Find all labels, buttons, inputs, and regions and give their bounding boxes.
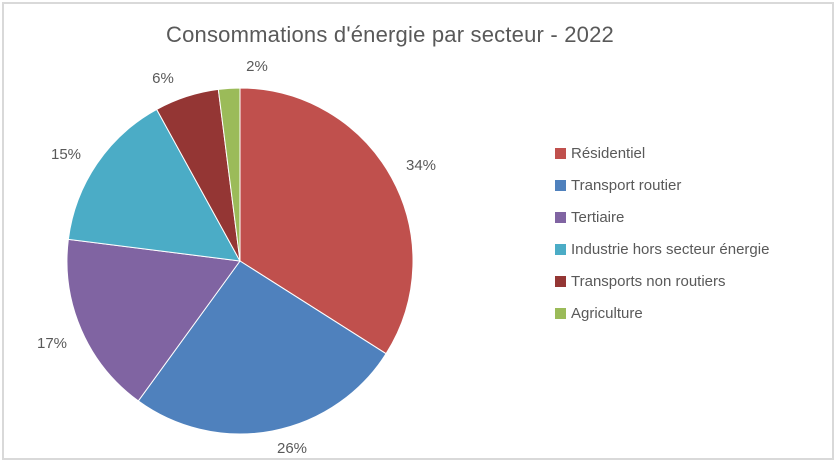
pie-slice-0[interactable] xyxy=(239,87,414,355)
legend-label-agriculture: Agriculture xyxy=(571,305,643,322)
legend-swatch-industrie xyxy=(555,244,566,255)
legend-item-transports-non-routiers[interactable]: Transports non routiers xyxy=(555,273,769,290)
slice-data-label-5: 2% xyxy=(246,58,268,75)
legend-item-residentiel[interactable]: Résidentiel xyxy=(555,145,769,162)
slice-data-label-3: 15% xyxy=(51,146,81,163)
legend-swatch-transports-non-routiers xyxy=(555,276,566,287)
legend-label-residentiel: Résidentiel xyxy=(571,145,646,162)
legend-label-tertiaire: Tertiaire xyxy=(571,209,625,226)
legend-item-transport-routier[interactable]: Transport routier xyxy=(555,177,769,194)
legend: Résidentiel Transport routier Tertiaire … xyxy=(555,145,770,322)
legend-label-industrie: Industrie hors secteur énergie xyxy=(571,241,770,258)
legend-swatch-agriculture xyxy=(555,308,566,319)
pie-slice-5[interactable] xyxy=(217,87,241,262)
slice-data-label-4: 6% xyxy=(152,70,174,87)
slice-data-label-1: 26% xyxy=(277,440,307,457)
pie-slice-2[interactable] xyxy=(66,238,241,402)
legend-item-agriculture[interactable]: Agriculture xyxy=(555,305,769,322)
legend-swatch-residentiel xyxy=(555,148,566,159)
slice-data-label-2: 17% xyxy=(37,335,67,352)
pie-slice-1[interactable] xyxy=(137,260,387,435)
chart-title: Consommations d'énergie par secteur - 20… xyxy=(166,22,614,47)
legend-swatch-transport-routier xyxy=(555,180,566,191)
legend-label-transport-routier: Transport routier xyxy=(571,177,682,194)
pie-slice-3[interactable] xyxy=(67,108,241,262)
legend-item-tertiaire[interactable]: Tertiaire xyxy=(555,209,769,226)
legend-label-transports-non-routiers: Transports non routiers xyxy=(571,273,726,290)
slice-data-label-0: 34% xyxy=(406,157,436,174)
legend-swatch-tertiaire xyxy=(555,212,566,223)
legend-item-industrie[interactable]: Industrie hors secteur énergie xyxy=(555,241,770,258)
